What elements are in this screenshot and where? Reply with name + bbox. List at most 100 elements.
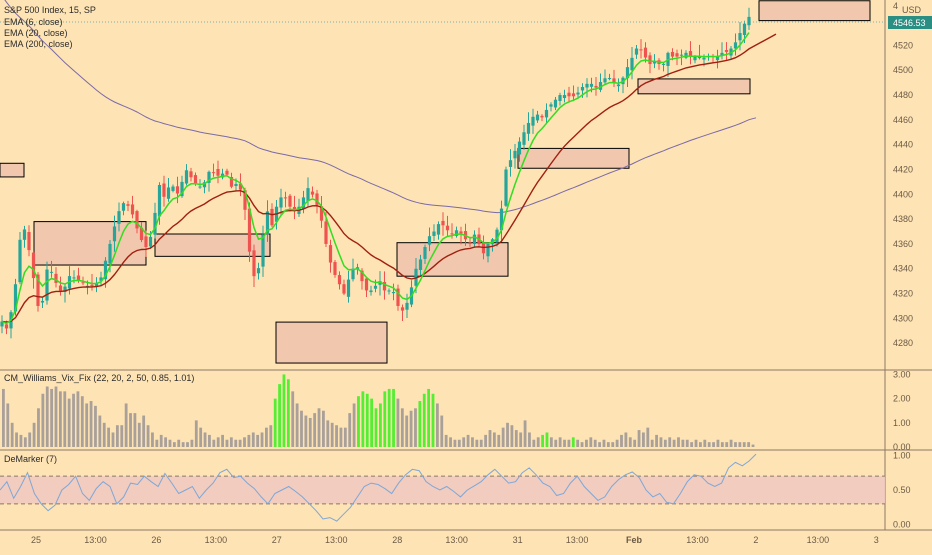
vix-bar [663, 439, 667, 447]
candle-body [747, 16, 751, 26]
vix-bar [107, 427, 111, 447]
vix-bar [304, 415, 308, 447]
ema-20-layer [1, 33, 777, 323]
vix-bar [80, 396, 84, 447]
vix-bar [431, 393, 435, 447]
vix-bar [234, 439, 238, 447]
candle-body [688, 51, 693, 57]
demarker-line [0, 453, 757, 522]
vix-bar [151, 432, 154, 447]
vix-bar [738, 442, 742, 447]
vix-bar [580, 442, 584, 447]
candle-body [22, 229, 27, 240]
price-tick-label: 4460 [893, 115, 913, 125]
candle-body [432, 231, 436, 236]
candle-body [558, 95, 562, 101]
vix-legend[interactable]: CM_Williams_Vix_Fix (22, 20, 2, 50, 0.85… [4, 373, 194, 383]
vix-bar [251, 432, 255, 447]
vix-bar [720, 442, 724, 447]
candle-body [441, 220, 445, 226]
candle-body [166, 187, 171, 199]
candle-body [193, 175, 198, 184]
vix-bar [585, 439, 588, 447]
vix-bar [624, 432, 628, 447]
candle-body [427, 236, 432, 245]
vix-bar [484, 434, 488, 447]
ema20-legend[interactable]: EMA (20, close) [4, 28, 68, 38]
candle-body [54, 273, 58, 283]
vix-bar [751, 444, 755, 447]
vix-bar [322, 410, 325, 447]
vix-bar [387, 388, 391, 447]
candle-body [333, 262, 337, 275]
vix-bar [115, 425, 119, 447]
vix-bar [615, 439, 619, 447]
vix-bar [238, 439, 242, 447]
vix-bar [124, 403, 128, 447]
candle-body [202, 182, 207, 188]
vix-bar [181, 442, 185, 447]
candle-body [18, 239, 22, 283]
vix-bar [606, 442, 610, 447]
demarker-legend[interactable]: DeMarker (7) [4, 454, 57, 464]
candle-body [418, 259, 423, 270]
candle-body [405, 302, 409, 310]
candle-body [310, 191, 315, 195]
vix-bar [50, 388, 54, 447]
candle-body [630, 57, 634, 71]
candle-body [540, 115, 544, 118]
vix-bar [94, 405, 97, 447]
vix-bar [2, 388, 5, 447]
vix-bar [63, 391, 67, 447]
ema200-legend[interactable]: EMA (200, close) [4, 39, 73, 49]
vix-bar [396, 398, 400, 447]
vix-tick-label: 3.00 [893, 369, 911, 379]
vix-bar [243, 437, 246, 447]
candle-body [171, 186, 175, 191]
vix-bar [343, 427, 347, 447]
vix-bar [747, 442, 751, 447]
candle-body [517, 141, 522, 155]
candle-body [58, 285, 63, 291]
vix-bar [168, 439, 172, 447]
vix-bar [545, 432, 549, 447]
candle-body [252, 250, 256, 277]
candle-body [486, 243, 490, 257]
candle-body [607, 77, 612, 80]
vix-bar [558, 437, 562, 447]
vix-bar [146, 425, 150, 447]
candle-body [585, 83, 589, 88]
price-tick-label: 4380 [893, 214, 913, 224]
candle-body [589, 83, 594, 87]
vix-bar [729, 439, 733, 447]
vix-bar [479, 439, 483, 447]
candle-body [162, 183, 166, 197]
candle-body [400, 307, 405, 311]
demarker-tick-label: 1.00 [893, 450, 911, 460]
vix-bar [76, 391, 80, 447]
time-tick-label: 27 [272, 535, 282, 545]
candle-body [643, 47, 648, 58]
vix-bar [19, 434, 23, 447]
price-tick-label: 4320 [893, 289, 913, 299]
candle-body [733, 42, 738, 49]
ema6-legend[interactable]: EMA (6, close) [4, 17, 63, 27]
candle-body [198, 186, 202, 188]
candle-body [544, 109, 549, 118]
candle-body [121, 203, 126, 211]
vix-bar [177, 439, 181, 447]
symbol-title[interactable]: S&P 500 Index, 15, SP [4, 5, 96, 15]
vix-bar [418, 401, 422, 447]
candle-body [247, 208, 252, 252]
time-axis[interactable]: 25 13:00 26 13:00 27 13:00 28 13:00 31 13:00 Feb 13… [31, 535, 879, 545]
vix-bar [194, 420, 198, 447]
candle-body [94, 283, 99, 287]
vix-bar [102, 422, 106, 447]
candle-body [40, 300, 45, 303]
vix-bar [164, 437, 167, 447]
vix-bar [361, 391, 365, 447]
vix-bar [646, 427, 650, 447]
candle-body [571, 93, 576, 97]
candle-body [234, 183, 238, 187]
candle-body [216, 169, 220, 176]
